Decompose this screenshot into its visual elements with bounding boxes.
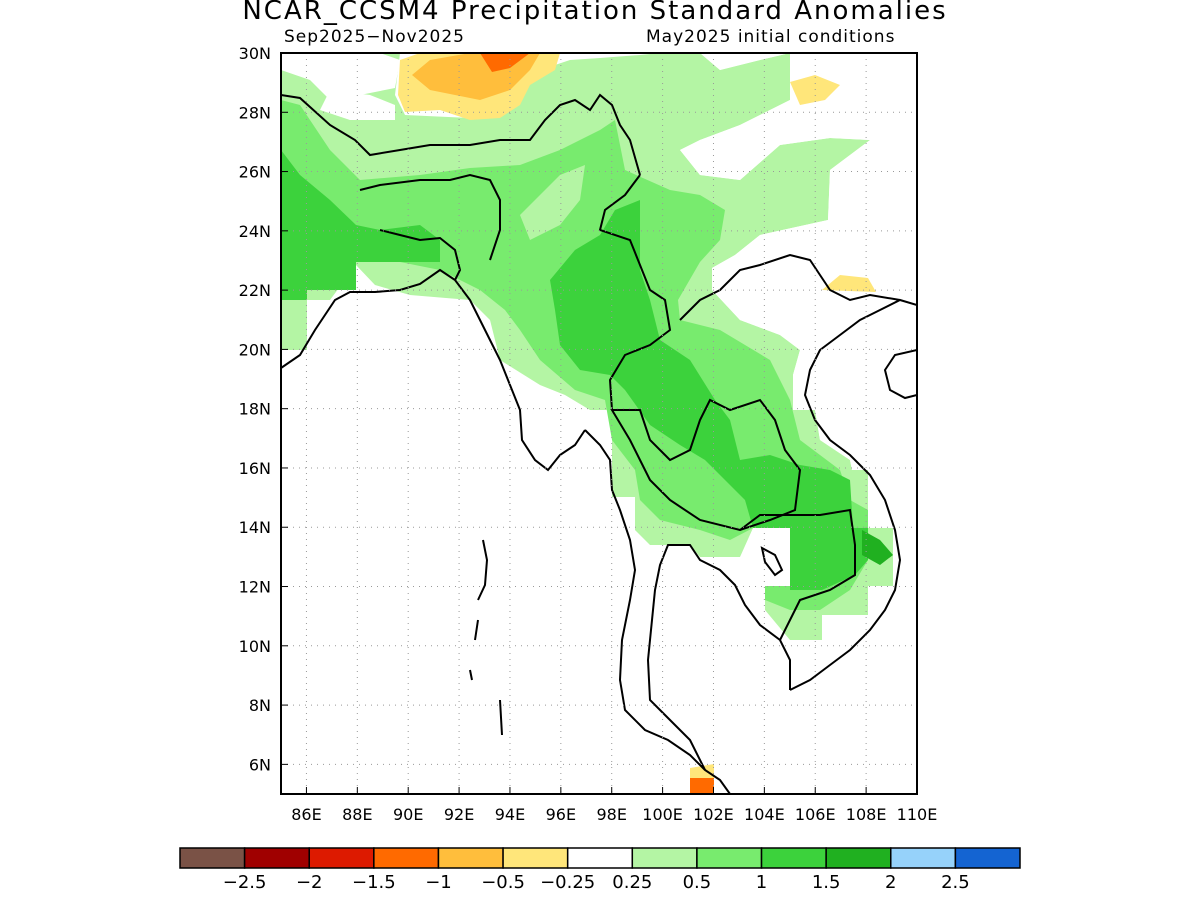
legend-swatch bbox=[954, 847, 1021, 869]
coastlines bbox=[281, 93, 917, 794]
lat-tick-label: 22N bbox=[239, 281, 271, 300]
lat-tick-label: 16N bbox=[239, 459, 271, 478]
grid-lines bbox=[281, 53, 917, 794]
legend-label: 1.5 bbox=[812, 872, 841, 893]
lon-tick-label: 106E bbox=[795, 805, 836, 824]
anomaly-region-orange-south bbox=[690, 778, 714, 794]
legend-label: −1 bbox=[425, 872, 452, 893]
legend-label: 1 bbox=[756, 872, 767, 893]
lat-tick-label: 14N bbox=[239, 518, 271, 537]
legend-swatch bbox=[373, 847, 440, 869]
lat-tick-label: 28N bbox=[239, 103, 271, 122]
anomaly-region-green-2 bbox=[281, 150, 440, 300]
legend-label: 2.5 bbox=[941, 872, 970, 893]
lat-tick-label: 18N bbox=[239, 400, 271, 419]
border-bhutan-nepal bbox=[359, 173, 501, 261]
legend-swatch bbox=[308, 847, 375, 869]
lat-tick-label: 30N bbox=[239, 44, 271, 63]
coastline-vietnam bbox=[789, 298, 917, 691]
coastline-hainan bbox=[883, 349, 917, 400]
anomaly-region-dark-green bbox=[862, 530, 893, 565]
border-laos-vietnam bbox=[679, 253, 901, 321]
lon-tick-label: 100E bbox=[642, 805, 683, 824]
lat-tick-label: 10N bbox=[239, 637, 271, 656]
legend-swatch bbox=[890, 847, 957, 869]
border-bangladesh bbox=[379, 229, 462, 281]
legend-label: 2 bbox=[885, 872, 896, 893]
anomaly-region-light-green-inner bbox=[520, 165, 585, 240]
legend-swatch bbox=[179, 847, 246, 869]
lon-tick-label: 102E bbox=[693, 805, 734, 824]
legend-swatch bbox=[825, 847, 892, 869]
map-axes: 30N 28N 26N 24N 22N 20N 18N 16N 14N 12N 10N 8N 6N 86E… bbox=[239, 44, 938, 824]
color-legend: −2.5 −2 −1.5 −1 −0.5 −0.25 0.25 0.5 1 1.5 2 2.5 bbox=[179, 847, 1021, 893]
lon-tick-label: 94E bbox=[495, 805, 525, 824]
border-thailand-laos bbox=[610, 398, 802, 532]
coastline-india-bangladesh bbox=[281, 268, 586, 472]
anomaly-region-white-4 bbox=[660, 53, 917, 794]
map-title: NCAR_CCSM4 Precipitation Standard Anomal… bbox=[242, 0, 948, 26]
lon-tick-label: 86E bbox=[291, 805, 321, 824]
tonle-sap-lake bbox=[760, 546, 784, 577]
lat-tick-label: 8N bbox=[249, 696, 271, 715]
legend-label: 0.25 bbox=[612, 872, 652, 893]
legend-swatch bbox=[696, 847, 763, 869]
anomaly-region-darkorange-north bbox=[480, 53, 530, 72]
legend-label: −0.5 bbox=[481, 872, 525, 893]
lon-tick-label: 88E bbox=[342, 805, 372, 824]
lat-tick-label: 26N bbox=[239, 163, 271, 182]
legend-swatch bbox=[243, 847, 310, 869]
coastline-tibet-north bbox=[281, 93, 641, 176]
legend-swatch bbox=[437, 847, 504, 869]
lon-tick-label: 96E bbox=[546, 805, 576, 824]
legend-swatch bbox=[631, 847, 698, 869]
lon-tick-label: 92E bbox=[444, 805, 474, 824]
lat-tick-label: 20N bbox=[239, 340, 271, 359]
lat-tick-label: 24N bbox=[239, 222, 271, 241]
andaman-islands bbox=[469, 539, 503, 736]
legend-label: −2 bbox=[296, 872, 323, 893]
lat-tick-label: 6N bbox=[249, 755, 271, 774]
anomaly-shading bbox=[281, 53, 917, 794]
lon-tick-label: 110E bbox=[897, 805, 938, 824]
initial-conditions: May2025 initial conditions bbox=[646, 27, 896, 47]
legend-swatch bbox=[566, 847, 634, 869]
legend-swatch bbox=[502, 847, 569, 869]
lon-tick-label: 108E bbox=[846, 805, 887, 824]
border-cambodia bbox=[739, 508, 856, 641]
coastline-gulf-of-thailand bbox=[646, 544, 791, 771]
anomaly-region-green-1 bbox=[550, 200, 868, 590]
border-myanmar-east bbox=[598, 174, 672, 411]
legend-label: −0.25 bbox=[540, 872, 595, 893]
legend-swatch bbox=[760, 847, 827, 869]
anomaly-region-white-3 bbox=[281, 53, 400, 100]
plot-frame bbox=[280, 52, 918, 795]
legend-label: −1.5 bbox=[352, 872, 396, 893]
coastline-myanmar-thailand-malay bbox=[584, 429, 731, 794]
lon-tick-label: 104E bbox=[744, 805, 785, 824]
anomaly-region-yellow-east bbox=[822, 275, 876, 292]
lon-tick-label: 90E bbox=[393, 805, 423, 824]
legend-label: −2.5 bbox=[223, 872, 267, 893]
lat-tick-label: 12N bbox=[239, 578, 271, 597]
lon-tick-label: 98E bbox=[596, 805, 626, 824]
legend-label: 0.5 bbox=[683, 872, 712, 893]
forecast-period: Sep2025−Nov2025 bbox=[284, 27, 465, 47]
